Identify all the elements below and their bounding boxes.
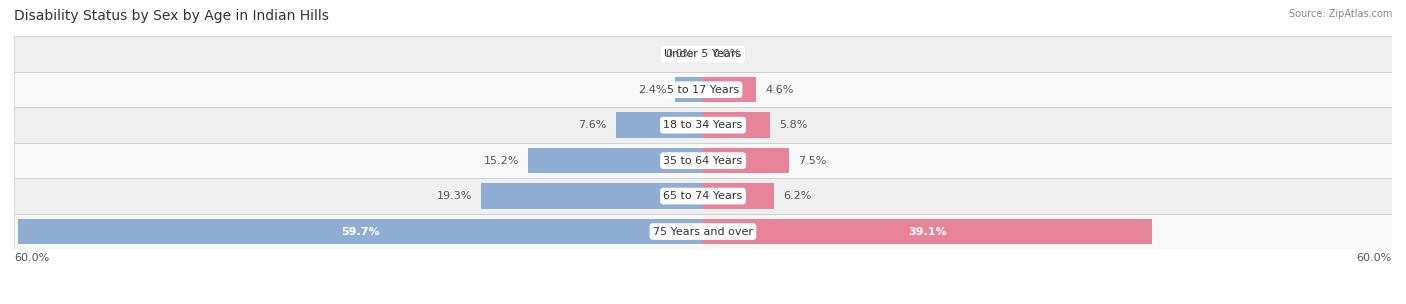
Text: 60.0%: 60.0%: [14, 253, 49, 263]
Text: Disability Status by Sex by Age in Indian Hills: Disability Status by Sex by Age in India…: [14, 9, 329, 23]
Bar: [703, 148, 789, 173]
Bar: [14, 143, 1392, 178]
Text: 4.6%: 4.6%: [765, 85, 793, 95]
Bar: [14, 72, 1392, 107]
Text: 7.6%: 7.6%: [578, 120, 606, 130]
Text: 6.2%: 6.2%: [783, 191, 811, 201]
Bar: [14, 72, 1392, 107]
Bar: [14, 36, 1392, 72]
Bar: [14, 36, 1392, 72]
Bar: [14, 214, 1392, 249]
Text: 0.0%: 0.0%: [713, 49, 741, 59]
Text: 18 to 34 Years: 18 to 34 Years: [664, 120, 742, 130]
Bar: [14, 214, 1392, 249]
Bar: [14, 178, 1392, 214]
Bar: [616, 112, 703, 138]
Bar: [675, 77, 703, 102]
Bar: [17, 219, 703, 244]
Text: Under 5 Years: Under 5 Years: [665, 49, 741, 59]
Bar: [14, 178, 1392, 214]
Text: 35 to 64 Years: 35 to 64 Years: [664, 156, 742, 166]
Text: 39.1%: 39.1%: [908, 226, 946, 237]
Text: 0.0%: 0.0%: [665, 49, 693, 59]
Text: 75 Years and over: 75 Years and over: [652, 226, 754, 237]
Text: 7.5%: 7.5%: [799, 156, 827, 166]
Bar: [703, 112, 769, 138]
Bar: [703, 77, 756, 102]
Text: 5.8%: 5.8%: [779, 120, 807, 130]
Bar: [529, 148, 703, 173]
Text: 15.2%: 15.2%: [484, 156, 519, 166]
Bar: [481, 183, 703, 209]
Text: 2.4%: 2.4%: [638, 85, 666, 95]
Bar: [703, 219, 1152, 244]
Text: Source: ZipAtlas.com: Source: ZipAtlas.com: [1288, 9, 1392, 19]
Text: 59.7%: 59.7%: [340, 226, 380, 237]
Text: 5 to 17 Years: 5 to 17 Years: [666, 85, 740, 95]
Bar: [14, 143, 1392, 178]
Text: 60.0%: 60.0%: [1357, 253, 1392, 263]
Text: 65 to 74 Years: 65 to 74 Years: [664, 191, 742, 201]
Bar: [703, 183, 775, 209]
Bar: [14, 107, 1392, 143]
Text: 19.3%: 19.3%: [437, 191, 472, 201]
Bar: [14, 107, 1392, 143]
